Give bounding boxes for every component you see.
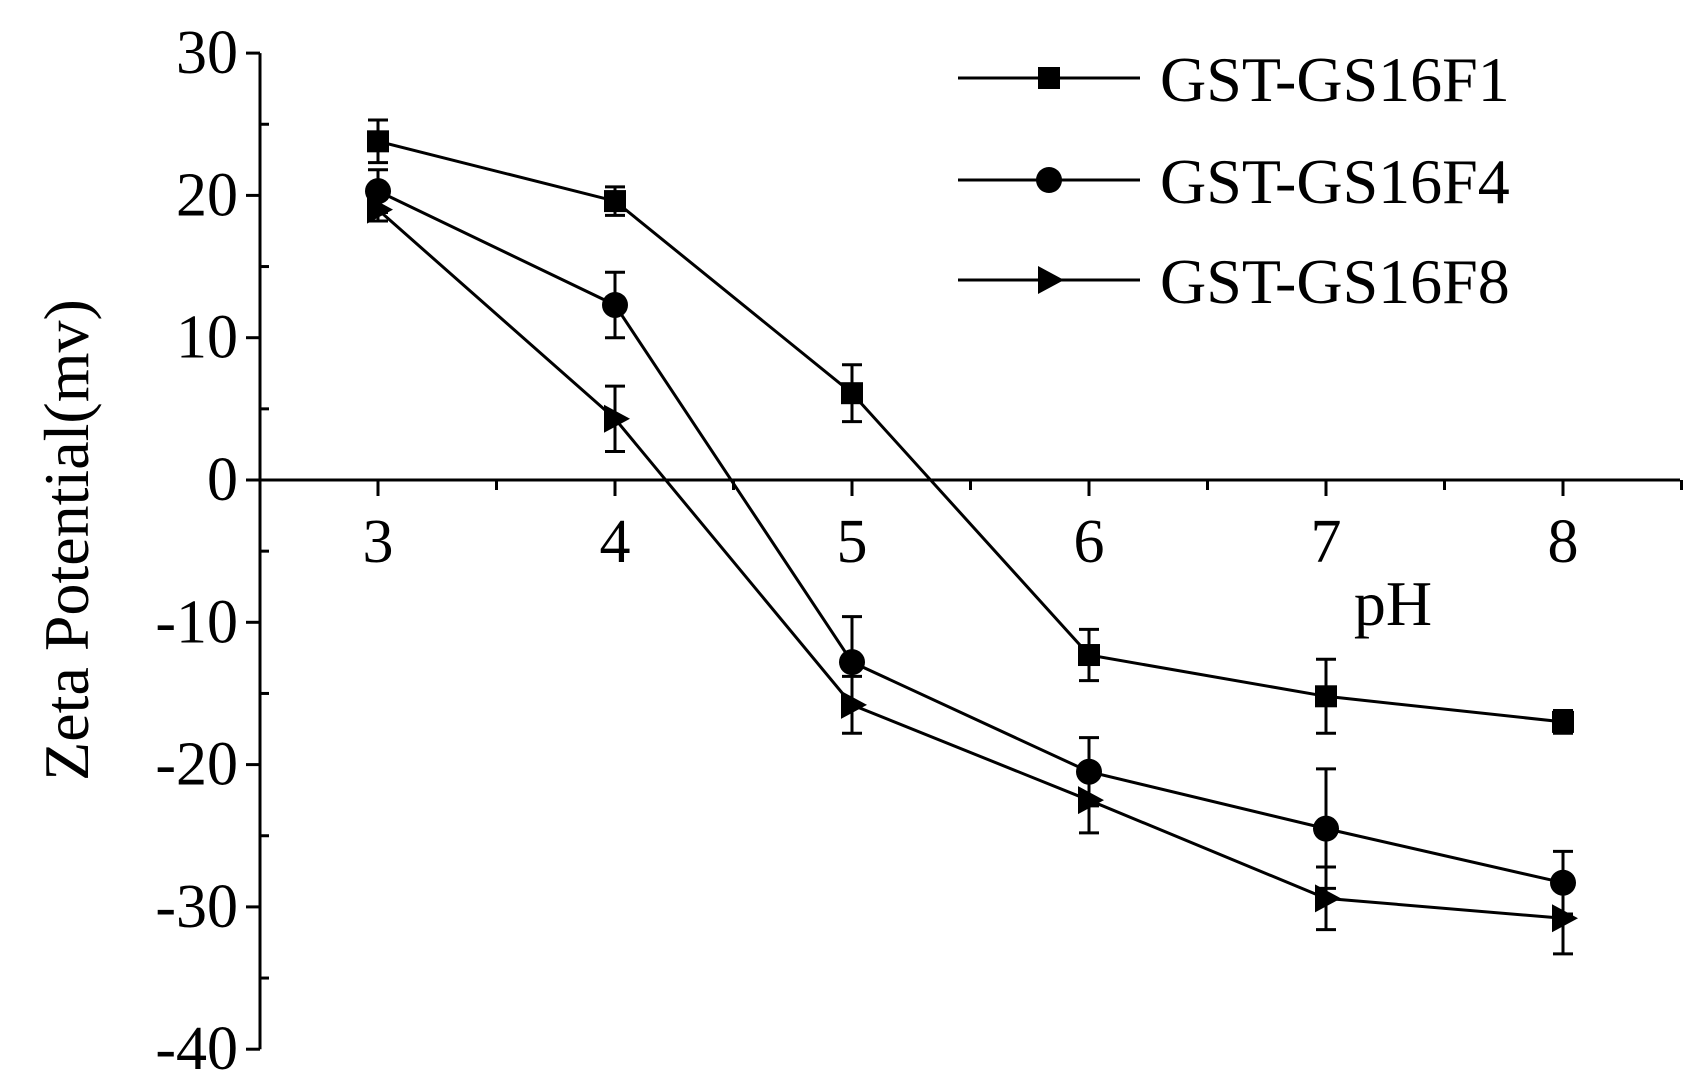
legend-marker	[1036, 167, 1062, 193]
data-point	[1315, 884, 1341, 913]
x-tick-label: 6	[1074, 508, 1105, 576]
legend-marker	[1038, 266, 1064, 294]
series-3	[367, 195, 1578, 956]
data-point	[1078, 786, 1104, 815]
data-point	[1552, 904, 1578, 933]
series-line	[377, 139, 1564, 724]
y-tick-label: 30	[176, 19, 238, 87]
y-tick-label: 10	[176, 304, 238, 372]
data-point	[841, 690, 867, 719]
y-tick-label: 0	[207, 446, 238, 514]
x-tick-label: 4	[600, 508, 631, 576]
legend-label: GST-GS16F1	[1160, 44, 1510, 115]
legend-entry: GST-GS16F4	[958, 146, 1510, 217]
data-point	[604, 190, 626, 213]
y-tick-label: -30	[155, 873, 238, 941]
series-1	[367, 118, 1574, 735]
x-tick-label: 3	[363, 508, 394, 576]
y-axis-title: Zeta Potential(mv)	[31, 299, 102, 781]
x-tick-label: 7	[1311, 508, 1342, 576]
x-tick-label: 8	[1548, 508, 1579, 576]
legend-entry: GST-GS16F8	[958, 246, 1510, 317]
data-point	[1313, 815, 1339, 842]
data-point	[602, 291, 628, 318]
data-point	[367, 195, 393, 224]
legend-entry: GST-GS16F1	[958, 44, 1510, 115]
legend: GST-GS16F1 GST-GS16F4 GST-GS16F8	[958, 44, 1510, 317]
data-point	[367, 130, 389, 153]
x-axis-title: pH	[1354, 568, 1432, 639]
y-tick-label: -40	[155, 1015, 238, 1083]
series-line	[377, 208, 1564, 920]
data-point	[841, 382, 863, 405]
axes: 30 20 10 0 -10 -20 -30 -40 3 4 5 6 7 8	[155, 19, 1683, 1083]
series-line	[377, 189, 1564, 885]
data-point	[1078, 644, 1100, 667]
data-point	[1552, 710, 1574, 733]
y-tick-label: -20	[155, 731, 238, 799]
series-layer	[365, 118, 1578, 956]
data-point	[1315, 685, 1337, 708]
legend-marker	[1038, 67, 1060, 89]
x-tick-label: 5	[837, 508, 868, 576]
y-tick-label: 20	[176, 161, 238, 229]
y-tick-label: -10	[155, 588, 238, 656]
data-point	[839, 649, 865, 676]
data-point	[604, 404, 630, 433]
legend-label: GST-GS16F4	[1160, 146, 1510, 217]
legend-label: GST-GS16F8	[1160, 246, 1510, 317]
